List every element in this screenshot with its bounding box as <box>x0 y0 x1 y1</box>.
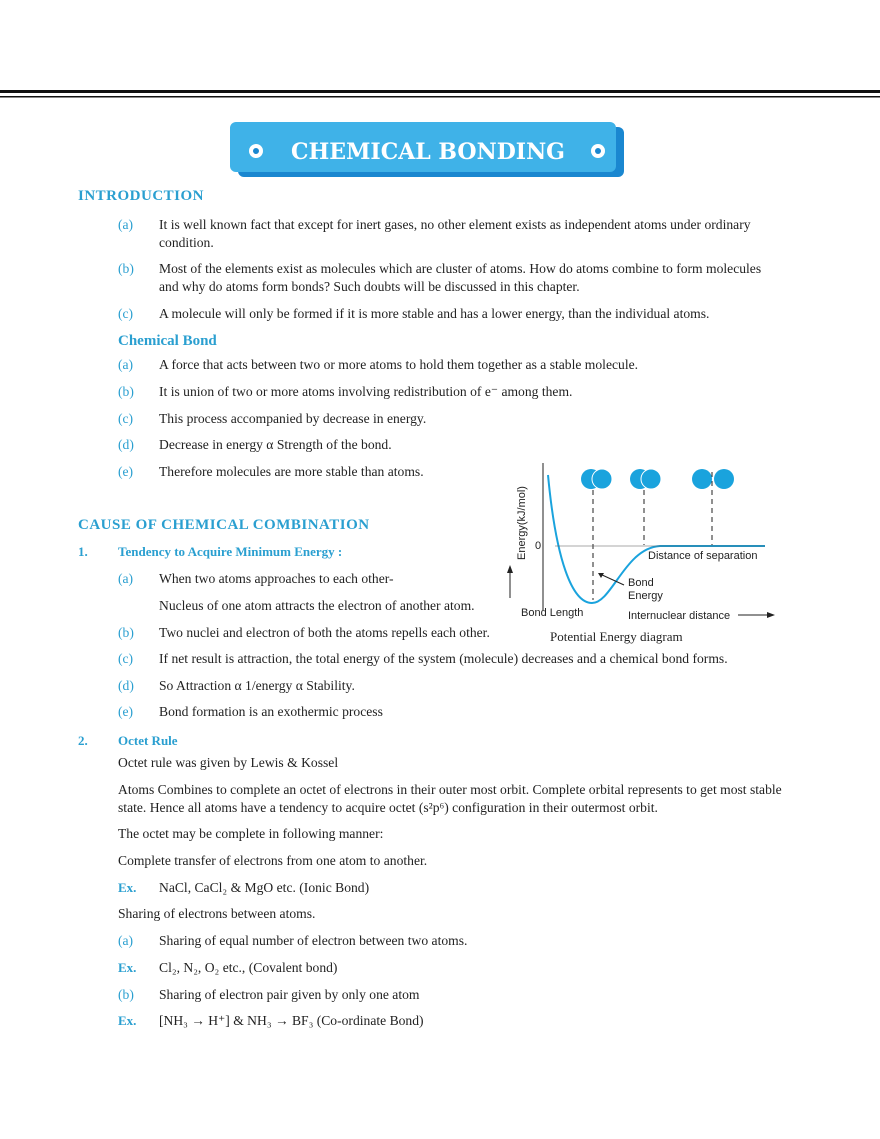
label: (d) <box>118 437 134 452</box>
text: The octet may be complete in following m… <box>118 826 384 841</box>
label: (b) <box>118 261 134 276</box>
y-label: Energy(kJ/mol) <box>516 486 528 560</box>
label: Ex. <box>118 1013 137 1028</box>
text: NaCl, CaCl₂ & MgO etc. (Ionic Bond) <box>159 880 370 895</box>
dot <box>595 148 601 154</box>
text: A force that acts between two or more at… <box>159 357 639 372</box>
text: Sharing of electron pair given by only o… <box>159 987 420 1002</box>
text: [NH₃ → H⁺] & NH₃ → BF₃ (Co-ordinate Bond… <box>159 1013 424 1028</box>
text: So Attraction α 1/energy α Stability. <box>159 678 355 693</box>
label: (b) <box>118 987 134 1002</box>
text: Bond formation is an exothermic process <box>159 704 383 719</box>
label: Energy <box>628 590 663 602</box>
number: 2. <box>78 733 88 748</box>
caption: Potential Energy diagram <box>550 629 683 644</box>
text: A molecule will only be formed if it is … <box>159 306 710 321</box>
label: (d) <box>118 678 134 693</box>
dot <box>253 148 259 154</box>
text: Most of the elements exist as molecules … <box>159 261 762 294</box>
text: Nucleus of one atom attracts the electro… <box>159 598 475 613</box>
curve <box>547 474 765 605</box>
zero: 0 <box>535 540 541 552</box>
text: Sharing of equal number of electron betw… <box>159 933 468 948</box>
label: (a) <box>118 217 134 232</box>
label: (b) <box>118 384 134 399</box>
label: (e) <box>118 704 134 719</box>
text: Octet rule was given by Lewis & Kossel <box>118 755 339 770</box>
label: (a) <box>118 933 134 948</box>
text: Atoms Combines to complete an octet of e… <box>118 782 782 815</box>
banner <box>230 122 616 172</box>
text: Cl₂, N₂, O₂ etc., (Covalent bond) <box>159 960 338 975</box>
label: Bond Length <box>521 607 583 619</box>
heading: INTRODUCTION <box>78 188 205 204</box>
label: (a) <box>118 357 134 372</box>
label: (e) <box>118 464 134 479</box>
label: Distance of separation <box>648 550 757 562</box>
title: CHEMICAL BONDING <box>291 139 565 165</box>
label: Ex. <box>118 960 137 975</box>
label: (c) <box>118 411 134 426</box>
energy-diagram: Energy(kJ/mol) 0 Distance of separation … <box>507 463 775 644</box>
subheading: Octet Rule <box>118 733 178 748</box>
text: Complete transfer of electrons from one … <box>118 853 428 868</box>
text: Two nuclei and electron of both the atom… <box>159 625 490 640</box>
text: If net result is attraction, the total e… <box>159 651 728 666</box>
label: (a) <box>118 571 134 586</box>
text: Sharing of electrons between atoms. <box>118 906 316 921</box>
subheading: Tendency to Acquire Minimum Energy : <box>118 544 343 559</box>
text: This process accompanied by decrease in … <box>159 411 427 426</box>
label: Bond <box>628 577 654 589</box>
label: (c) <box>118 306 134 321</box>
text: Therefore molecules are more stable than… <box>159 464 424 479</box>
text: Decrease in energy α Strength of the bon… <box>159 437 392 452</box>
heading: Chemical Bond <box>118 333 217 349</box>
rule <box>0 90 880 93</box>
label: Ex. <box>118 880 137 895</box>
number: 1. <box>78 544 88 559</box>
text: It is union of two or more atoms involvi… <box>159 384 573 399</box>
pointer <box>599 573 625 586</box>
rule <box>0 96 880 98</box>
x-label: Internuclear distance <box>628 610 730 622</box>
text: It is well known fact that except for in… <box>159 217 751 250</box>
text: When two atoms approaches to each other- <box>159 571 394 586</box>
label: (b) <box>118 625 134 640</box>
heading: CAUSE OF CHEMICAL COMBINATION <box>78 517 370 533</box>
label: (c) <box>118 651 134 666</box>
